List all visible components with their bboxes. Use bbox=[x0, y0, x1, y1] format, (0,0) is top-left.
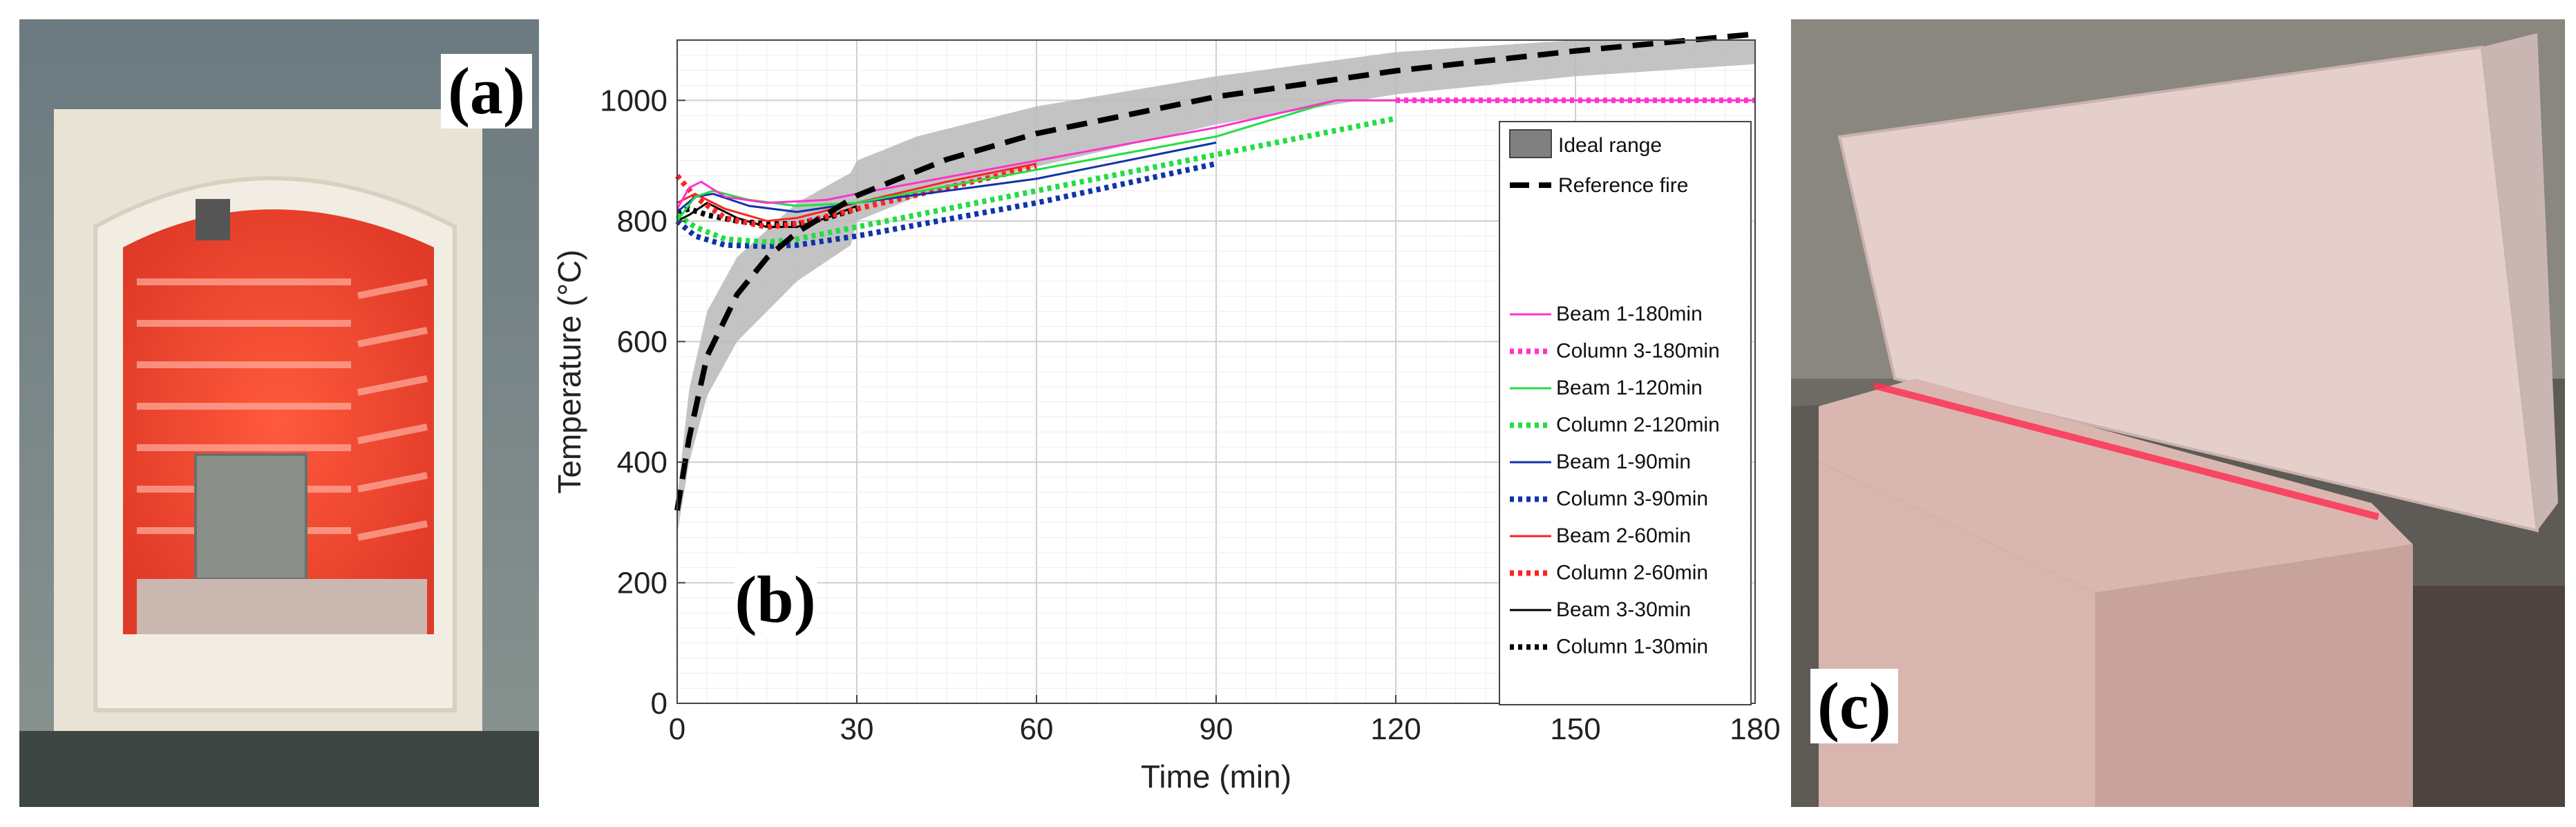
y-tick-label: 0 bbox=[651, 687, 667, 721]
legend-label: Column 3-180min bbox=[1556, 340, 1720, 363]
series-beam-1-120min bbox=[676, 99, 1396, 222]
ideal-range-band bbox=[677, 40, 1755, 535]
furnace-illustration bbox=[19, 19, 539, 807]
temperature-chart-panel: 0 30 60 90 120 150 180 0 200 400 600 800 1000 Time (… bbox=[553, 19, 1783, 807]
legend-reference-label: Reference fire bbox=[1558, 174, 1688, 197]
x-axis-label: Time (min) bbox=[1141, 759, 1291, 795]
x-tick-label: 120 bbox=[1370, 712, 1421, 746]
legend-label: Beam 1-180min bbox=[1556, 303, 1703, 325]
specimen-photo: (c) bbox=[1791, 19, 2565, 807]
panel-b-label-bg bbox=[734, 555, 817, 638]
y-tick-label: 200 bbox=[617, 566, 667, 600]
specimen-illustration bbox=[1791, 19, 2565, 807]
series-reference-fire bbox=[674, 31, 1756, 511]
legend-label: Beam 3-30min bbox=[1556, 598, 1691, 621]
series-column-2-120min bbox=[675, 115, 1396, 245]
temperature-chart: 0 30 60 90 120 150 180 0 200 400 600 800 1000 Time (… bbox=[553, 31, 1781, 795]
x-tick-label: 0 bbox=[669, 712, 685, 746]
legend-label: Column 2-60min bbox=[1556, 562, 1708, 584]
legend-label: Beam 2-60min bbox=[1556, 524, 1691, 547]
legend-label: Beam 1-120min bbox=[1556, 377, 1703, 399]
legend-series: Beam 1-180min Column 3-180min Beam 1-120mi… bbox=[1510, 303, 1720, 658]
legend-ideal-swatch bbox=[1509, 129, 1552, 158]
x-tick-label: 60 bbox=[1020, 712, 1054, 746]
panel-c-label: (c) bbox=[1810, 669, 1898, 743]
furnace-photo: (a) bbox=[19, 19, 539, 807]
legend-label: Column 2-120min bbox=[1556, 414, 1720, 437]
panel-b-label: (b) bbox=[735, 562, 815, 636]
y-tick-label: 400 bbox=[617, 446, 667, 479]
x-tick-label: 30 bbox=[840, 712, 874, 746]
legend-label: Beam 1-90min bbox=[1556, 450, 1691, 473]
y-tick-label: 1000 bbox=[600, 84, 667, 117]
legend-label: Column 1-30min bbox=[1556, 636, 1708, 658]
panel-a-label: (a) bbox=[441, 54, 532, 129]
axis-ticks: 0 30 60 90 120 150 180 0 200 400 600 800 1000 bbox=[600, 84, 1781, 746]
y-tick-label: 800 bbox=[617, 205, 667, 238]
legend-box bbox=[1499, 121, 1752, 705]
series-layer bbox=[674, 31, 1756, 511]
x-tick-label: 180 bbox=[1730, 712, 1780, 746]
legend-ideal-label: Ideal range bbox=[1558, 134, 1662, 157]
y-tick-label: 600 bbox=[617, 325, 667, 359]
legend-label: Column 3-90min bbox=[1556, 488, 1708, 511]
y-axis-label: Temperature (°C) bbox=[553, 249, 587, 493]
x-tick-label: 90 bbox=[1200, 712, 1233, 746]
x-tick-label: 150 bbox=[1550, 712, 1600, 746]
series-column-2-60min bbox=[674, 164, 1037, 230]
